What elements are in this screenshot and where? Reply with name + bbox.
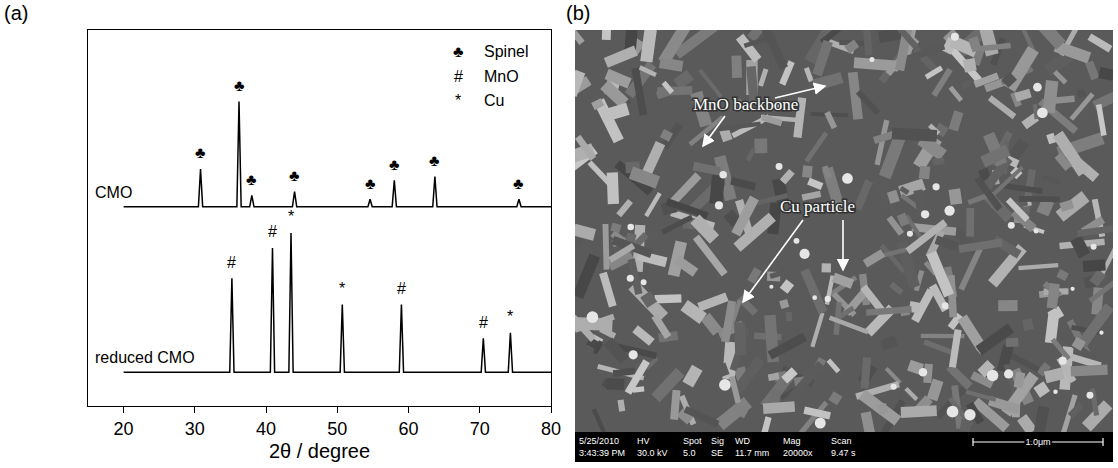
svg-text:Cu: Cu bbox=[484, 92, 504, 109]
svg-text:MnO: MnO bbox=[484, 68, 519, 85]
svg-text:CMO: CMO bbox=[95, 184, 132, 201]
html-text:(b): (b) bbox=[566, 2, 591, 24]
svg-text:1.0μm: 1.0μm bbox=[1025, 437, 1050, 447]
svg-text:50: 50 bbox=[327, 419, 347, 439]
svg-text:*: * bbox=[507, 308, 513, 325]
svg-text:♣: ♣ bbox=[429, 152, 440, 169]
svg-text:70: 70 bbox=[470, 419, 490, 439]
svg-text:80: 80 bbox=[541, 419, 561, 439]
svg-text:5/25/2010: 5/25/2010 bbox=[579, 436, 619, 446]
svg-text:#: # bbox=[397, 280, 406, 297]
svg-text:30.0 kV: 30.0 kV bbox=[637, 448, 668, 458]
svg-text:Cu particle: Cu particle bbox=[780, 197, 855, 216]
svg-text:60: 60 bbox=[399, 419, 419, 439]
svg-text:20: 20 bbox=[114, 419, 134, 439]
svg-text:#: # bbox=[268, 223, 277, 240]
svg-text:WD: WD bbox=[735, 436, 750, 446]
svg-text:Spot: Spot bbox=[683, 436, 702, 446]
svg-text:Scan: Scan bbox=[831, 436, 852, 446]
svg-text:11.7 mm: 11.7 mm bbox=[735, 448, 769, 458]
svg-text:40: 40 bbox=[256, 419, 276, 439]
svg-text:2θ / degree: 2θ / degree bbox=[269, 440, 370, 462]
svg-text:20000x: 20000x bbox=[783, 448, 813, 458]
svg-text:♣: ♣ bbox=[246, 171, 257, 188]
svg-text:♣: ♣ bbox=[289, 167, 300, 184]
svg-text:♣: ♣ bbox=[513, 175, 524, 192]
svg-text:*: * bbox=[455, 92, 461, 109]
svg-text:5.0: 5.0 bbox=[683, 448, 696, 458]
svg-text:reduced CMO: reduced CMO bbox=[95, 349, 195, 366]
svg-text:*: * bbox=[339, 280, 345, 297]
svg-text:♣: ♣ bbox=[234, 77, 245, 94]
svg-text:*: * bbox=[288, 208, 294, 225]
svg-text:MnO backbone: MnO backbone bbox=[693, 95, 798, 114]
svg-text:HV: HV bbox=[637, 436, 650, 446]
svg-text:9.47 s: 9.47 s bbox=[831, 448, 856, 458]
html-text:(a): (a) bbox=[4, 2, 29, 24]
svg-text:#: # bbox=[227, 254, 236, 271]
svg-text:♣: ♣ bbox=[453, 43, 464, 60]
svg-text:♣: ♣ bbox=[365, 175, 376, 192]
svg-text:#: # bbox=[479, 314, 488, 331]
svg-text:#: # bbox=[454, 68, 463, 85]
svg-text:30: 30 bbox=[185, 419, 205, 439]
svg-text:Spinel: Spinel bbox=[484, 43, 528, 60]
svg-text:3:43:39 PM: 3:43:39 PM bbox=[579, 448, 625, 458]
svg-text:SE: SE bbox=[711, 448, 723, 458]
svg-text:Mag: Mag bbox=[783, 436, 801, 446]
svg-text:♣: ♣ bbox=[195, 144, 206, 161]
svg-text:Sig: Sig bbox=[711, 436, 724, 446]
svg-text:♣: ♣ bbox=[389, 156, 400, 173]
